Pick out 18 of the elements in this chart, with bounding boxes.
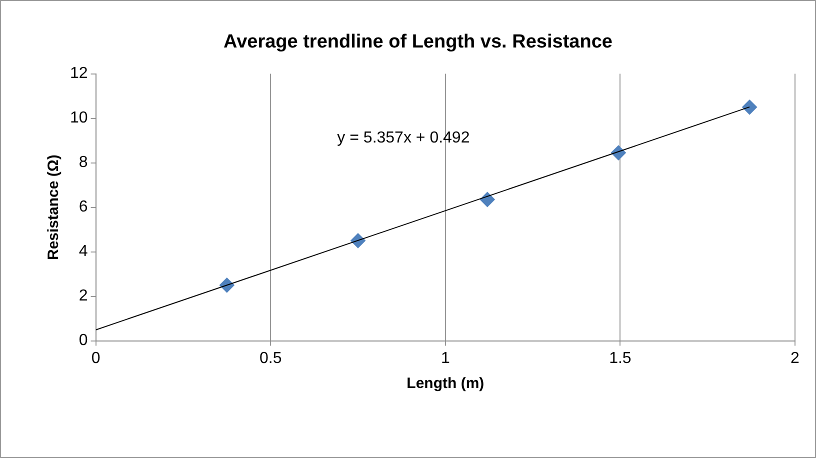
x-axis-title: Length (m) <box>406 375 484 392</box>
y-axis-title: Resistance (Ω) <box>45 154 62 260</box>
annotation: y = 5.357x + 0.492 <box>337 129 470 146</box>
x-tick-label: 0 <box>91 350 100 367</box>
point <box>480 192 495 208</box>
x-tick-label: 0.5 <box>259 350 282 367</box>
point <box>742 100 758 115</box>
y-tick-label: 10 <box>70 110 88 127</box>
x-tick-label: 2 <box>790 350 800 367</box>
x-tick-label: 1.5 <box>609 350 632 367</box>
y-tick-label: 0 <box>78 332 88 350</box>
y-tick-label: 12 <box>70 65 88 82</box>
chart-title: Average trendline of Length vs. Resistance <box>224 32 612 53</box>
x-tick-label: 1 <box>440 350 450 367</box>
y-tick-label: 8 <box>78 154 88 172</box>
y-tick-label: 4 <box>78 243 88 260</box>
y-tick-label: 6 <box>78 198 88 216</box>
y-tick-label: 2 <box>78 288 88 305</box>
